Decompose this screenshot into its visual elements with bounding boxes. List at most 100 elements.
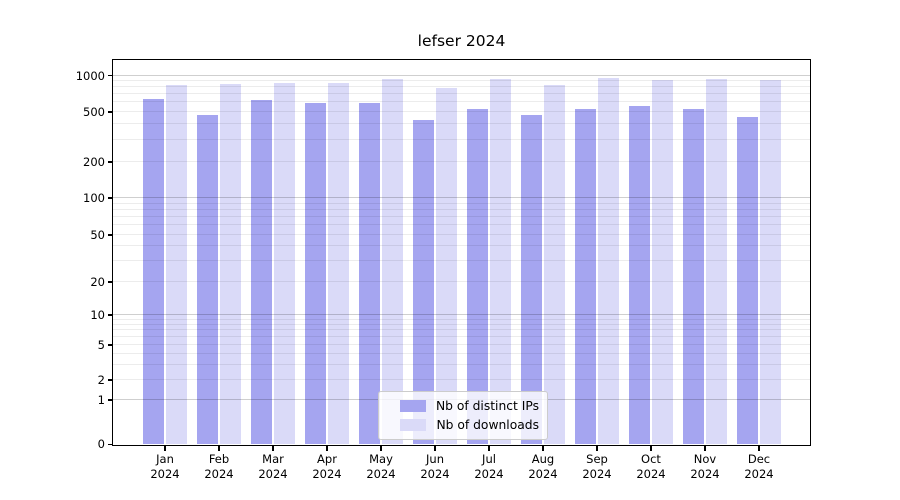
- y-tick-label: 20: [90, 275, 105, 289]
- x-tick-mark: [488, 446, 490, 451]
- y-tick-mark: [107, 197, 113, 199]
- x-tick-label-nov: Nov 2024: [690, 452, 720, 481]
- bar-ips-jul: [466, 109, 488, 444]
- gridline: [113, 208, 810, 210]
- y-tick-mark: [107, 443, 113, 446]
- gridline: [113, 234, 810, 235]
- bar-downloads-jul: [489, 79, 511, 444]
- x-tick-label-mar: Mar 2024: [258, 452, 288, 481]
- y-tick-mark: [107, 379, 113, 381]
- bar-downloads-may: [381, 79, 403, 444]
- y-tick-mark: [107, 314, 113, 316]
- gridline: [113, 323, 810, 325]
- bar-downloads-nov: [705, 78, 727, 444]
- x-tick-mark: [380, 446, 382, 451]
- x-tick-label-jun: Jun 2024: [420, 452, 450, 481]
- bar-ips-jun: [412, 119, 434, 444]
- x-tick-mark: [704, 446, 706, 451]
- y-tick-mark: [107, 399, 113, 401]
- y-tick-label: 0: [97, 437, 105, 452]
- bar-downloads-aug: [543, 85, 565, 444]
- bar-ips-oct: [628, 105, 650, 444]
- bar-downloads-dec: [759, 79, 781, 444]
- bar-downloads-feb: [219, 83, 241, 444]
- y-axis-labels: 0 1 2 5 10 20 50 100 200 500 1000: [0, 0, 105, 500]
- gridline: [113, 318, 810, 320]
- gridline: [113, 314, 810, 315]
- bar-ips-sep: [574, 109, 596, 444]
- bar-downloads-apr: [327, 82, 349, 444]
- x-tick-label-oct: Oct 2024: [636, 452, 666, 481]
- y-tick-mark: [107, 234, 113, 236]
- x-tick-mark: [218, 446, 220, 451]
- chart-title: lefser 2024: [417, 32, 506, 50]
- bar-downloads-oct: [651, 80, 673, 444]
- bar-ips-may: [358, 102, 380, 444]
- x-tick-mark: [434, 446, 436, 451]
- y-tick-mark: [107, 161, 113, 163]
- bar-ips-aug: [520, 115, 542, 444]
- y-tick-mark: [107, 344, 113, 346]
- x-tick-mark: [758, 446, 760, 451]
- y-tick-label: 50: [90, 228, 105, 242]
- gridline: [113, 379, 810, 380]
- x-tick-label-feb: Feb 2024: [204, 452, 234, 481]
- gridline: [113, 260, 810, 262]
- bar-downloads-mar: [273, 82, 295, 444]
- gridline: [113, 216, 810, 218]
- gridline: [113, 224, 810, 226]
- gridline: [113, 74, 810, 76]
- gridline: [113, 202, 810, 204]
- y-tick-mark: [107, 281, 113, 283]
- bar-ips-dec: [736, 116, 758, 444]
- gridline: [113, 352, 810, 354]
- gridline: [113, 138, 810, 140]
- legend-swatch-distinct-ips: [399, 400, 426, 412]
- gridline: [113, 363, 810, 365]
- y-tick-label: 100: [83, 191, 105, 205]
- y-tick-label: 500: [83, 105, 105, 119]
- bar-ips-mar: [250, 99, 272, 444]
- gridline: [113, 86, 810, 88]
- legend-row-distinct-ips: Nb of distinct IPs: [387, 399, 539, 413]
- bars-layer: [113, 60, 810, 445]
- bar-downloads-jun: [435, 87, 457, 444]
- legend: Nb of distinct IPs Nb of downloads: [378, 391, 548, 440]
- legend-row-downloads: Nb of downloads: [387, 418, 539, 432]
- x-tick-mark: [272, 446, 274, 451]
- x-tick-mark: [542, 446, 544, 451]
- bar-ips-feb: [196, 114, 218, 444]
- gridline: [113, 329, 810, 331]
- y-tick-label: 1000: [75, 68, 105, 83]
- x-tick-label-sep: Sep 2024: [582, 452, 612, 481]
- bar-ips-jan: [142, 99, 164, 444]
- x-tick-mark: [326, 446, 328, 451]
- gridline: [113, 111, 810, 112]
- plot-area: [112, 59, 811, 446]
- y-tick-label: 5: [97, 338, 105, 352]
- x-tick-mark: [650, 446, 652, 451]
- gridline: [113, 245, 810, 247]
- bar-ips-nov: [682, 109, 704, 444]
- bar-ips-apr: [304, 102, 326, 444]
- x-tick-label-dec: Dec 2024: [744, 452, 774, 481]
- gridline: [113, 123, 810, 125]
- legend-swatch-downloads: [400, 419, 427, 431]
- x-tick-label-aug: Aug 2024: [528, 452, 558, 481]
- gridline: [113, 344, 810, 345]
- y-tick-label: 1: [97, 393, 105, 407]
- y-tick-mark: [107, 74, 113, 77]
- bar-downloads-sep: [597, 77, 619, 444]
- x-tick-mark: [596, 446, 598, 451]
- gridline: [113, 281, 810, 282]
- gridline: [113, 336, 810, 338]
- gridline: [113, 197, 810, 198]
- x-tick-mark: [164, 446, 166, 451]
- legend-label-distinct-ips: Nb of distinct IPs: [435, 399, 539, 413]
- y-tick-label: 200: [83, 155, 105, 169]
- x-tick-label-jul: Jul 2024: [474, 452, 504, 481]
- x-tick-label-jan: Jan 2024: [150, 452, 180, 481]
- gridline: [113, 101, 810, 103]
- y-tick-label: 10: [90, 308, 105, 322]
